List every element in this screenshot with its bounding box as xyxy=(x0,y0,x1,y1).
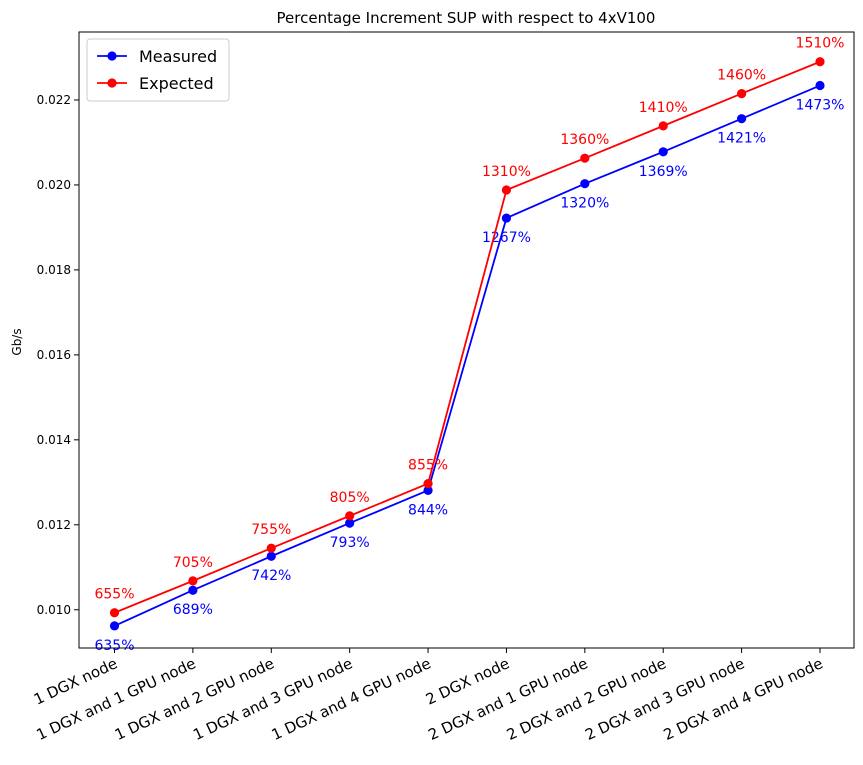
data-point-measured xyxy=(188,585,198,595)
data-label-expected: 655% xyxy=(94,587,134,603)
chart-title: Percentage Increment SUP with respect to… xyxy=(277,9,656,27)
data-point-measured xyxy=(345,518,355,528)
data-label-expected: 705% xyxy=(173,555,213,571)
data-point-measured xyxy=(737,114,747,124)
data-point-expected xyxy=(501,185,512,195)
y-tick-label: 0.018 xyxy=(37,263,71,277)
data-point-measured xyxy=(815,80,825,91)
data-label-expected: 755% xyxy=(251,522,291,538)
data-label-expected: 1460% xyxy=(717,68,766,84)
legend-box xyxy=(86,38,230,102)
y-tick-label: 0.014 xyxy=(37,433,71,447)
y-tick-label: 0.010 xyxy=(37,603,71,617)
legend-label-expected: Expected xyxy=(139,74,214,93)
data-label-expected: 805% xyxy=(330,490,370,506)
data-point-measured xyxy=(501,213,512,223)
data-label-expected: 1410% xyxy=(639,100,688,116)
data-point-expected xyxy=(580,153,590,163)
data-label-expected: 1310% xyxy=(482,164,531,180)
data-label-measured: 1473% xyxy=(796,98,845,114)
series-line-measured xyxy=(114,84,821,627)
y-tick-label: 0.016 xyxy=(37,348,71,362)
legend-marker-measured xyxy=(107,51,117,61)
y-tick-label: 0.020 xyxy=(37,178,71,192)
data-point-expected xyxy=(737,89,747,99)
data-point-expected xyxy=(815,57,825,67)
data-point-expected xyxy=(188,576,198,586)
data-label-measured: 793% xyxy=(330,535,370,551)
data-label-expected: 855% xyxy=(408,458,448,474)
data-label-measured: 1267% xyxy=(482,230,531,246)
data-point-measured xyxy=(423,485,433,495)
plot-frame xyxy=(78,31,855,649)
data-label-measured: 1421% xyxy=(717,131,766,147)
data-label-measured: 844% xyxy=(408,502,448,518)
y-tick-label: 0.022 xyxy=(37,93,71,107)
data-label-measured: 1369% xyxy=(639,164,688,180)
y-tick-label: 0.012 xyxy=(37,518,71,532)
data-point-measured xyxy=(580,179,590,189)
data-point-expected xyxy=(109,608,120,618)
data-label-measured: 635% xyxy=(94,638,134,654)
data-label-expected: 1360% xyxy=(560,132,609,148)
data-label-measured: 742% xyxy=(251,568,291,584)
series-line-expected xyxy=(114,60,821,614)
data-label-measured: 1320% xyxy=(560,196,609,212)
legend-label-measured: Measured xyxy=(139,47,217,66)
data-point-expected xyxy=(423,478,433,489)
data-point-expected xyxy=(345,511,355,521)
legend: Measured Expected xyxy=(86,38,230,102)
data-point-measured xyxy=(266,551,276,561)
data-point-expected xyxy=(658,121,668,131)
data-label-expected: 1510% xyxy=(796,36,845,52)
y-axis-label: Gb/s xyxy=(10,328,24,355)
legend-marker-expected xyxy=(107,78,117,88)
data-point-measured xyxy=(109,621,120,631)
data-label-measured: 689% xyxy=(173,602,213,618)
data-point-measured xyxy=(658,147,668,157)
data-point-expected xyxy=(266,543,276,553)
